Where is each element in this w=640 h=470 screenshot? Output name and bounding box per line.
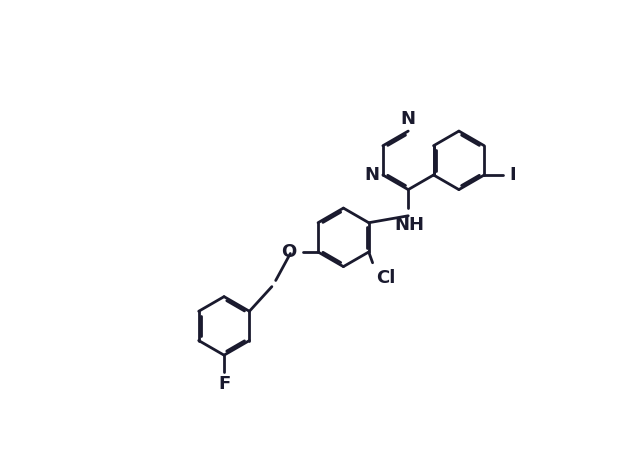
Text: NH: NH [395,216,425,234]
Text: F: F [218,375,230,393]
Text: O: O [281,243,296,261]
Text: I: I [509,166,515,184]
Text: Cl: Cl [376,269,396,287]
Text: N: N [401,110,416,128]
Text: N: N [365,166,380,184]
